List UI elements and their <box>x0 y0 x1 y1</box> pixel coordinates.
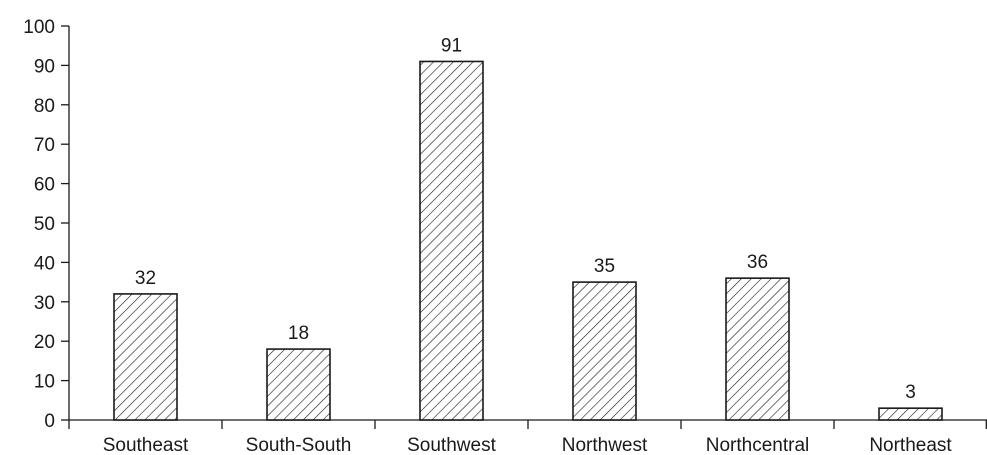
y-tick-label: 10 <box>34 372 55 393</box>
bar-northeast <box>878 407 943 421</box>
bars <box>113 60 943 421</box>
data-label: 91 <box>441 35 462 56</box>
y-tick-label: 80 <box>34 96 55 117</box>
y-tick-label: 30 <box>34 293 55 314</box>
category-label: Northwest <box>562 435 648 455</box>
data-label: 35 <box>594 256 615 277</box>
category-label: South-South <box>246 435 352 455</box>
y-tick-label: 40 <box>34 253 55 274</box>
y-tick-label: 70 <box>34 135 55 156</box>
bar-south-south <box>266 348 331 421</box>
data-label: 32 <box>135 268 156 289</box>
y-axis: 0 10 20 30 40 50 60 70 80 90 100 <box>23 17 70 432</box>
y-tick-label: 100 <box>23 17 55 38</box>
category-labels: Southeast South-South Southwest Northwest No… <box>103 435 953 455</box>
bar-northcentral <box>725 277 790 421</box>
bar-southeast <box>113 293 178 421</box>
bar-southwest <box>419 60 484 421</box>
category-label: Northcentral <box>706 435 810 455</box>
data-labels: 32 18 91 35 36 3 <box>135 35 916 403</box>
category-label: Southeast <box>103 435 189 455</box>
data-label: 3 <box>905 382 916 403</box>
y-tick-label: 90 <box>34 56 55 77</box>
data-label: 18 <box>288 323 309 344</box>
category-label: Southwest <box>407 435 496 455</box>
y-tick-label: 60 <box>34 175 55 196</box>
data-label: 36 <box>747 252 768 273</box>
bar-northwest <box>572 281 637 421</box>
y-tick-label: 20 <box>34 332 55 353</box>
category-label: Northeast <box>869 435 952 455</box>
y-tick-label: 50 <box>34 214 55 235</box>
y-tick-label: 0 <box>44 411 55 432</box>
x-axis <box>68 419 987 429</box>
